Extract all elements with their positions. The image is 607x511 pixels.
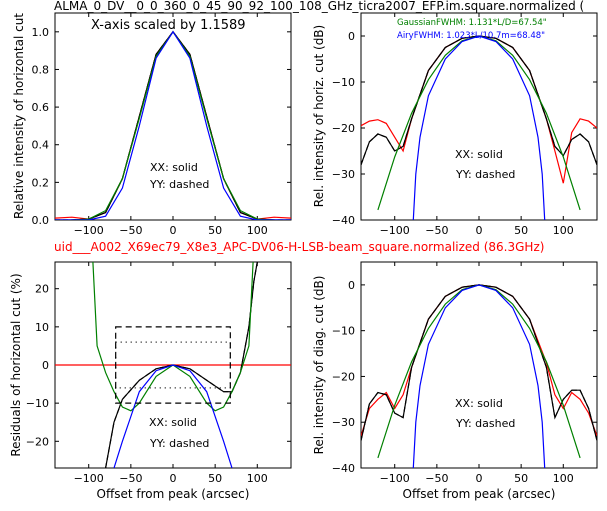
ytick-label: −30	[332, 168, 355, 181]
y-axis-label: Relative intensity of horizontal cut	[12, 13, 26, 219]
series-line-blue	[412, 35, 546, 220]
xtick-label: 50	[208, 224, 222, 237]
series-line-green	[377, 35, 581, 211]
legend-xx-solid: XX: solid	[455, 148, 503, 161]
panel-top-right: −40−30−20−100 −100 −50 0 50 100 GaussianFWHM…	[312, 12, 598, 237]
legend-xx-solid: XX: solid	[150, 161, 198, 174]
scale-annotation: X-axis scaled by 1.1589	[91, 18, 246, 33]
series-line-blue	[55, 30, 291, 220]
series-line-green	[55, 30, 291, 220]
series-line-black-dashed	[361, 35, 597, 166]
xtick-label: 100	[247, 224, 268, 237]
plot-frame	[360, 261, 598, 469]
ytick-label: −10	[332, 325, 355, 338]
yticks: −40 −30 −20 −10 0	[332, 30, 597, 227]
legend-yy-dashed: YY: dashed	[455, 417, 515, 430]
series-line-blue	[113, 364, 233, 468]
x-axis-label: Offset from peak (arcsec)	[403, 487, 556, 501]
yticks: 0.0 0.2 0.4 0.6 0.8 1.0	[32, 26, 291, 227]
ytick-label: −20	[332, 370, 355, 383]
ytick-label: 20	[35, 283, 49, 296]
ytick-label: −20	[332, 122, 355, 135]
panel-top-left: 0.0 0.2 0.4 0.6 0.8 1.0 −100 −50 0 50 100 X-axis …	[12, 12, 292, 237]
xtick-label: −100	[380, 472, 410, 485]
ytick-label: −20	[26, 435, 49, 448]
xtick-label: 0	[170, 472, 177, 485]
gaussian-fwhm-label: GaussianFWHM: 1.131*L/D=67.54"	[397, 18, 547, 28]
ytick-label: 0.4	[32, 139, 50, 152]
xtick-label: −100	[74, 472, 104, 485]
series-line-red	[55, 30, 291, 220]
ytick-label: −40	[332, 462, 355, 475]
xticks: −100 −50 0 50 100	[74, 13, 268, 237]
ytick-label: −10	[332, 76, 355, 89]
legend-xx-solid: XX: solid	[149, 416, 197, 429]
xticks: −100 −50 0 50 100	[380, 13, 574, 237]
y-axis-label: Rel. intensity of horiz. cut (dB)	[312, 25, 326, 207]
series-lines	[361, 284, 597, 468]
legend-yy-dashed: YY: dashed	[455, 168, 515, 181]
xtick-label: 0	[476, 224, 483, 237]
xtick-label: −50	[119, 224, 142, 237]
series-line-red	[361, 35, 597, 184]
series-line-blue	[412, 284, 546, 468]
y-axis-label: Rel. intensity of diag. cut (dB)	[312, 276, 326, 455]
xtick-label: −100	[380, 224, 410, 237]
suptitle-mid: uid___A002_X69ec79_X8e3_APC-DV06-H-LSB-b…	[54, 240, 544, 254]
ytick-label: 0	[348, 30, 355, 43]
series-line-green	[92, 262, 254, 412]
x-axis-label: Offset from peak (arcsec)	[97, 487, 250, 501]
xtick-label: 0	[170, 224, 177, 237]
xtick-label: −100	[74, 224, 104, 237]
suptitle-top: ALMA_0_DV__0_0_360_0_45_90_92_100_108_GH…	[54, 0, 584, 13]
residual-boxes	[115, 326, 231, 404]
series-line-black	[361, 35, 597, 166]
ytick-label: 0	[348, 279, 355, 292]
tolerance-box-dashed	[115, 326, 231, 404]
series-lines	[55, 262, 291, 468]
ytick-label: 0.2	[32, 176, 50, 189]
ytick-label: 0.6	[32, 101, 50, 114]
yticks: −20 −10 0 10 20	[26, 283, 291, 448]
y-axis-label: Residuals of horizontal cut (%)	[9, 273, 23, 456]
xtick-label: 50	[514, 224, 528, 237]
xtick-label: 50	[514, 472, 528, 485]
ytick-label: 0	[42, 359, 49, 372]
series-lines	[55, 30, 291, 220]
ytick-label: −30	[332, 416, 355, 429]
ytick-label: 1.0	[32, 26, 50, 39]
series-line-black-dashed	[55, 30, 291, 220]
xtick-label: 50	[208, 472, 222, 485]
series-lines	[361, 35, 597, 220]
legend-yy-dashed: YY: dashed	[149, 437, 209, 450]
yticks: −40 −30 −20 −10 0	[332, 279, 597, 475]
plot-frame	[360, 12, 598, 221]
airy-fwhm-label: AiryFWHM: 1.023*L/10.7m=68.48"	[397, 31, 545, 41]
legend-xx-solid: XX: solid	[455, 397, 503, 410]
xtick-label: −50	[119, 472, 142, 485]
panel-bottom-right: −40−30−20−100 −100 −50 0 50 100 XX: solid YY…	[312, 261, 598, 501]
ytick-label: 0.0	[32, 214, 50, 227]
xtick-label: 0	[476, 472, 483, 485]
series-line-black	[55, 30, 291, 220]
xtick-label: 100	[553, 224, 574, 237]
xticks: −100 −50 0 50 100	[74, 262, 268, 485]
xtick-label: −50	[425, 472, 448, 485]
series-line-green	[377, 284, 581, 459]
xticks: −100 −50 0 50 100	[380, 262, 574, 485]
ytick-label: −40	[332, 214, 355, 227]
xtick-label: −50	[425, 224, 448, 237]
ytick-label: −10	[26, 397, 49, 410]
series-line-black-dashed	[105, 262, 258, 468]
legend-yy-dashed: YY: dashed	[149, 178, 209, 191]
ytick-label: 10	[35, 321, 49, 334]
xtick-label: 100	[247, 472, 268, 485]
xtick-label: 100	[553, 472, 574, 485]
ytick-label: 0.8	[32, 63, 50, 76]
